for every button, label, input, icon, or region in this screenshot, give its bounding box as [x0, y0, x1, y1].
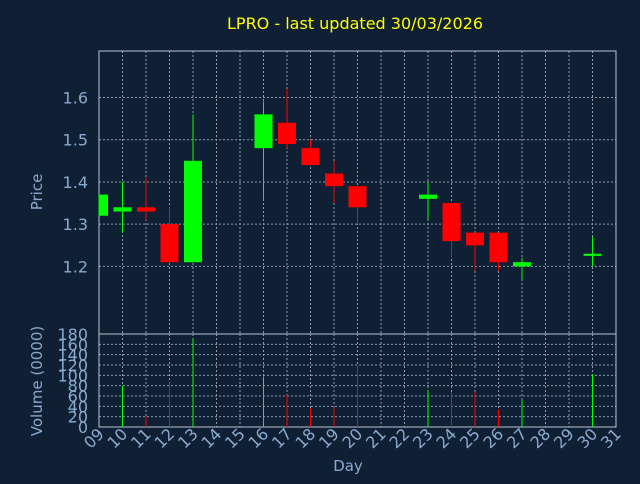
candle-body [160, 224, 179, 263]
volume-tick-label: 40 [68, 397, 88, 416]
volume-tick-label: 180 [57, 325, 88, 344]
volume-series [122, 338, 593, 427]
candle-body [113, 207, 132, 212]
price-tick-label: 1.4 [63, 173, 88, 192]
candle-12 [160, 207, 179, 263]
candle-body [419, 194, 437, 199]
volume-tick-label: 140 [57, 346, 88, 365]
candle-27 [513, 257, 531, 280]
price-tick-label: 1.5 [63, 131, 88, 150]
candle-body [348, 186, 367, 208]
price-tick-label: 1.3 [63, 215, 88, 234]
volume-tick-label: 80 [68, 377, 88, 396]
volume-tick-label: 120 [57, 356, 88, 375]
candle-10 [113, 181, 132, 233]
price-y-axis: 1.2 1.3 1.4 1.5 1.6 [63, 88, 88, 276]
volume-tick-label: 60 [68, 387, 88, 406]
volume-tick-label: 160 [57, 335, 88, 354]
candle-09 [98, 194, 108, 216]
volume-tick-label: 0 [78, 418, 88, 437]
price-axis-label: Price [28, 174, 46, 211]
candle-19 [325, 160, 343, 204]
x-axis-label: Day [333, 457, 363, 475]
volume-tick-label: 100 [57, 366, 88, 385]
price-tick-label: 1.6 [63, 88, 88, 107]
volume-axis-label: Volume (0000) [28, 326, 46, 436]
chart-title: LPRO - last updated 30/03/2026 [227, 14, 483, 33]
candle-23 [419, 181, 437, 220]
candle-16 [254, 101, 273, 199]
candle-body [513, 262, 531, 267]
candle-25 [466, 232, 484, 271]
x-axis: 0910111213141516171819202122232425262728… [80, 424, 625, 452]
candle-body [325, 173, 343, 187]
candle-body [442, 203, 461, 242]
candle-20 [348, 186, 367, 225]
price-tick-label: 1.2 [63, 257, 88, 276]
candle-body [254, 114, 273, 149]
candle-body [583, 253, 602, 256]
volume-tick-label: 20 [68, 408, 88, 427]
candle-24 [442, 203, 461, 258]
candle-13 [184, 114, 202, 263]
candlestick-series [98, 89, 602, 280]
candle-body [99, 194, 108, 216]
candle-body [301, 148, 320, 166]
candle-body [137, 207, 155, 212]
candle-body [184, 160, 202, 263]
candle-body [466, 232, 484, 246]
candle-18 [301, 139, 320, 166]
candle-30 [583, 236, 602, 267]
candle-body [278, 122, 296, 144]
candle-17 [278, 89, 296, 149]
candle-26 [489, 232, 508, 271]
candle-body [489, 232, 508, 263]
candle-11 [137, 177, 155, 220]
